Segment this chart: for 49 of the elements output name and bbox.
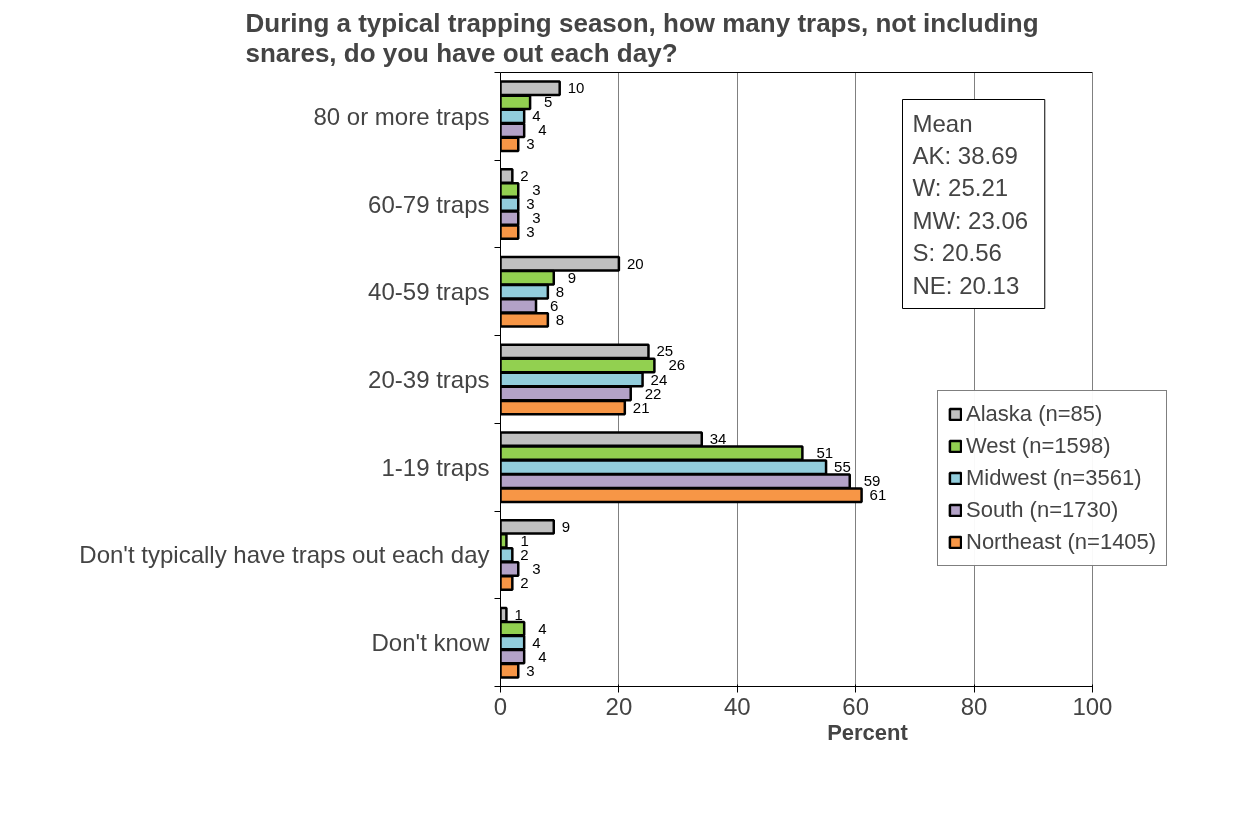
annotation: Mean xyxy=(912,109,973,137)
x-tick-label: 60 xyxy=(842,692,870,720)
y-tick-label: Don't know xyxy=(371,629,491,657)
data-label: 4 xyxy=(538,121,547,139)
data-label: 3 xyxy=(532,559,541,577)
data-label: 3 xyxy=(532,209,541,227)
annotation: NE: 20.13 xyxy=(912,271,1020,299)
y-tick-label: 40-59 traps xyxy=(368,278,490,306)
data-label: 4 xyxy=(538,619,547,637)
x-axis-title: Percent xyxy=(827,719,909,745)
data-label: 34 xyxy=(709,430,727,448)
x-tick-label: 0 xyxy=(493,692,508,720)
legend-label: West (n=1598) xyxy=(966,433,1111,459)
y-tick-label: Don't typically have traps out each day xyxy=(79,541,490,569)
annotation: AK: 38.69 xyxy=(912,141,1018,169)
x-tick-label: 80 xyxy=(960,692,988,720)
y-tick-label: 60-79 traps xyxy=(368,190,490,218)
chart-title: During a typical trapping season, how many traps, not including snares, do you have out each day? xyxy=(245,7,1039,68)
legend-label: South (n=1730) xyxy=(966,497,1119,523)
data-label: 9 xyxy=(561,517,571,535)
data-label: 5 xyxy=(544,93,553,111)
data-label: 3 xyxy=(526,135,535,153)
annotation: MW: 23.06 xyxy=(912,206,1029,234)
y-tick-label: 1-19 traps xyxy=(381,453,490,481)
x-tick-label: 20 xyxy=(605,692,633,720)
y-tick-label: 80 or more traps xyxy=(313,102,490,130)
data-label: 3 xyxy=(526,195,535,213)
x-tick-label: 100 xyxy=(1072,692,1113,720)
data-label: 2 xyxy=(520,574,529,591)
data-label: 1 xyxy=(514,605,523,623)
data-label: 55 xyxy=(834,458,851,476)
data-label: 4 xyxy=(532,107,541,125)
data-label: 9 xyxy=(567,268,577,286)
legend-label: Midwest (n=3561) xyxy=(966,465,1142,491)
annotation: W: 25.21 xyxy=(912,174,1009,202)
data-label: 3 xyxy=(532,181,541,199)
data-label: 3 xyxy=(526,661,535,679)
data-label: 3 xyxy=(526,223,535,241)
data-label: 4 xyxy=(532,633,541,651)
data-label: 10 xyxy=(567,79,585,97)
data-label: 4 xyxy=(538,647,547,665)
x-tick-label: 40 xyxy=(723,692,751,720)
annotation: S: 20.56 xyxy=(912,239,1002,267)
data-label: 2 xyxy=(520,167,529,184)
legend-label: Alaska (n=85) xyxy=(966,401,1103,427)
legend-label: Northeast (n=1405) xyxy=(966,529,1157,555)
data-label: 20 xyxy=(626,254,644,272)
data-label: 51 xyxy=(816,444,834,462)
y-tick-label: 20-39 traps xyxy=(368,366,490,393)
